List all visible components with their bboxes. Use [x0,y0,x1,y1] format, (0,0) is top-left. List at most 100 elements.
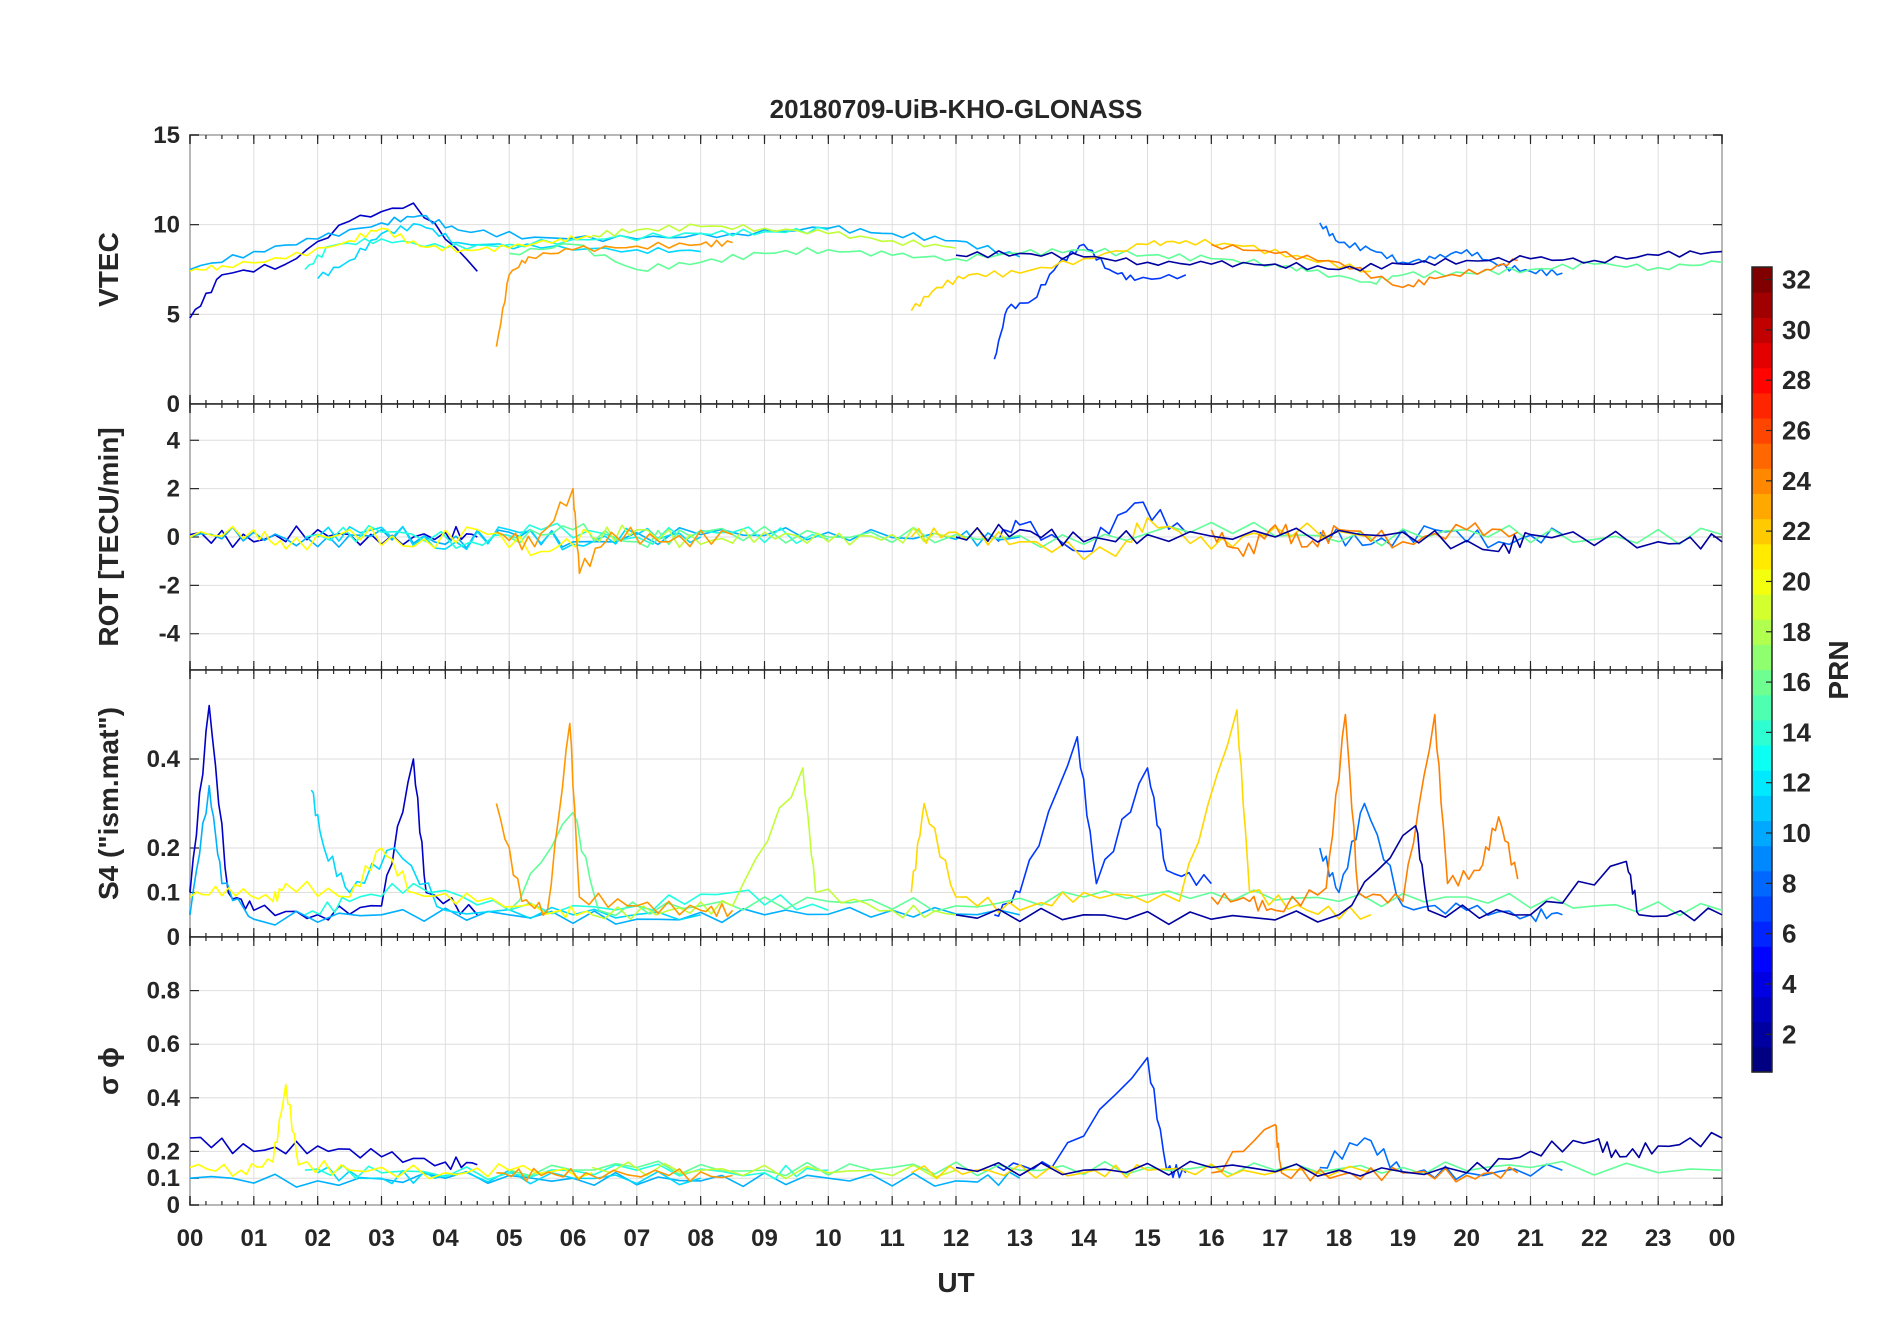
colorbar-segment [1752,694,1772,721]
colorbar-segment [1752,342,1772,369]
y-tick-label: 0 [167,524,180,551]
series-line [1210,243,1518,289]
y-tick-label: 5 [167,301,180,328]
series-line [495,722,734,918]
x-tick-label: 07 [623,1225,650,1252]
series-line [509,243,1723,285]
colorbar-tick-label: 16 [1782,667,1811,697]
series-group [189,202,1723,360]
colorbar-segment [1752,795,1772,822]
y-tick-label: 0 [167,1192,180,1219]
colorbar-segment [1752,644,1772,671]
series-line [955,825,1723,926]
colorbar-segment [1752,719,1772,746]
series-line [189,202,478,319]
x-tick-label: 20 [1453,1225,1480,1252]
x-tick-label: 21 [1517,1225,1544,1252]
colorbar-segment [1752,619,1772,645]
series-line [591,1161,957,1180]
series-group [189,704,1723,926]
y-tick-label: 0.8 [147,978,180,1005]
series-line [1210,522,1519,558]
colorbar-segment [1752,292,1772,318]
colorbar-segment [1752,770,1772,796]
series-line [592,223,957,249]
colorbar-tick-label: 12 [1782,768,1811,798]
x-tick-label: 08 [687,1225,714,1252]
colorbar-frame [1751,266,1773,1073]
series-group [189,1056,1723,1188]
x-tick-label: 19 [1389,1225,1416,1252]
series-line [495,239,733,347]
colorbar-segment [1752,518,1772,545]
colorbar-tick-label: 32 [1782,265,1811,295]
y-axis-label: VTEC [93,232,124,307]
y-axis-label: σ ϕ [93,1047,124,1095]
x-tick-label: 14 [1070,1225,1097,1252]
colorbar-tick-label: 30 [1782,315,1811,345]
y-tick-label: 10 [153,212,180,239]
colorbar-tick-label: 20 [1782,566,1811,596]
y-tick-label: 2 [167,476,180,503]
colorbar-tick-label: 18 [1782,617,1811,647]
colorbar-label: PRN [1823,640,1854,699]
y-tick-label: 0.1 [147,1165,180,1192]
series-line [508,521,1723,549]
colorbar-segment [1752,543,1772,570]
series-line [496,487,733,575]
grid [189,404,1723,670]
x-tick-label: 17 [1262,1225,1289,1252]
colorbar-segment [1752,367,1772,394]
x-tick-label: 22 [1581,1225,1608,1252]
x-tick-label: 23 [1645,1225,1672,1252]
x-tick-label: 01 [240,1225,267,1252]
y-tick-label: 0 [167,924,180,951]
series-line [189,227,593,273]
y-tick-label: 0.4 [147,746,181,773]
y-tick-label: 0.1 [147,880,180,907]
series-line [955,250,1723,272]
colorbar-segment [1752,870,1772,897]
colorbar-tick-label: 8 [1782,868,1796,898]
series-line [993,501,1187,553]
colorbar-tick-label: 22 [1782,516,1811,546]
colorbar-tick-label: 28 [1782,365,1811,395]
x-axis: 00 01 02 03 04 05 06 07 08 09 10 11 12 13 14 15 16 17 18 19… [177,1225,1736,1252]
colorbar-segment [1752,996,1772,1023]
series-line [496,1167,733,1183]
colorbar-segment [1752,594,1772,620]
series-line [189,847,593,919]
x-tick-label: 16 [1198,1225,1225,1252]
x-tick-label: 03 [368,1225,395,1252]
colorbar-tick-label: 26 [1782,416,1811,446]
x-tick-label: 06 [560,1225,587,1252]
colorbar-tick-label: 6 [1782,919,1796,949]
chart-title: 20180709-UiB-KHO-GLONASS [770,94,1143,124]
x-tick-label: 15 [1134,1225,1161,1252]
y-tick-label: 0.4 [147,1085,181,1112]
colorbar-tick-label: 24 [1782,466,1811,496]
colorbar-segment [1752,392,1772,419]
series-line [1319,222,1563,277]
colorbar-segment [1752,820,1772,847]
series-line [955,523,1723,554]
colorbar-segment [1752,1046,1772,1073]
series-line [508,811,1723,917]
colorbar-tick-label: 2 [1782,1019,1796,1049]
panel-rot: -4 -2 0 2 4 ROT [TECU/min] [93,403,1723,671]
colorbar-tick-label: 14 [1782,717,1811,747]
series-line [910,1163,1372,1180]
series-line [189,214,1021,271]
colorbar-segment [1752,468,1772,495]
x-tick-label: 13 [1006,1225,1033,1252]
colorbar-segment [1752,317,1772,344]
colorbar-segment [1752,946,1772,972]
y-tick-label: 4 [167,427,181,454]
y-tick-label: 0.2 [147,1138,180,1165]
panel-sigma: 00.10.2 0.4 0.6 0.8 σ ϕ [93,936,1723,1219]
series-line [591,524,957,549]
series-line [310,789,701,921]
x-tick-label: 11 [879,1225,904,1252]
y-axis-label: ROT [TECU/min] [93,427,124,646]
